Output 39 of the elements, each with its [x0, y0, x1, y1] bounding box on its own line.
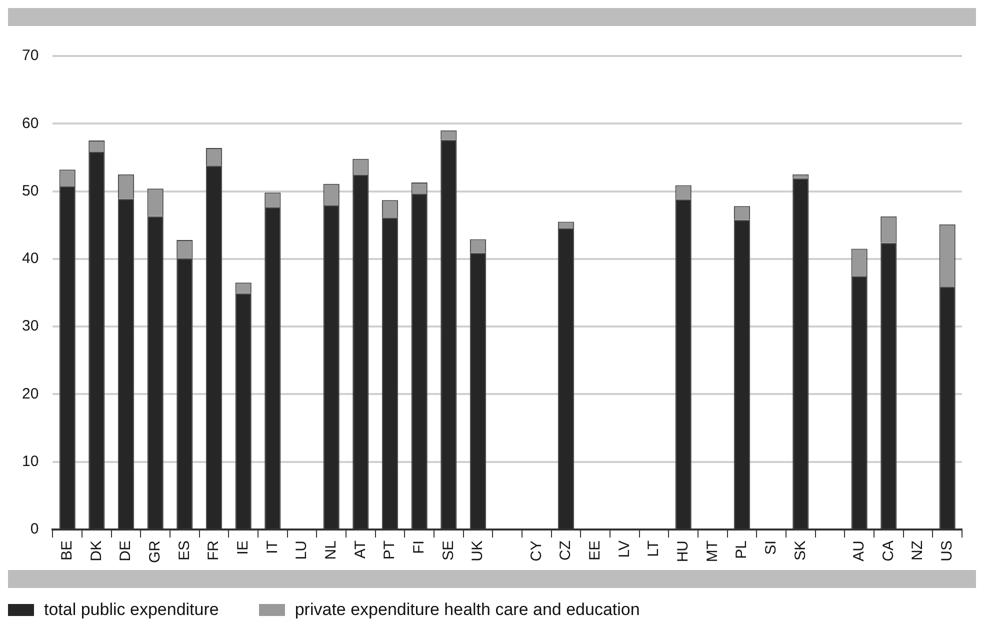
x-tick-label: AT	[352, 540, 369, 559]
x-tick-label: SE	[440, 540, 457, 561]
x-tick-label: CY	[528, 540, 545, 562]
x-tick-label: UK	[469, 540, 486, 562]
x-tick-label: DE	[117, 540, 134, 562]
x-tick-label: LU	[293, 540, 310, 560]
x-tick-label: DK	[88, 540, 105, 562]
legend-label: total public expenditure	[44, 600, 219, 620]
y-tick-label: 70	[22, 47, 39, 64]
x-tick-label: MT	[704, 540, 721, 562]
y-tick-label: 30	[22, 318, 39, 335]
y-tick-label: 10	[22, 453, 39, 470]
x-tick-label: IE	[234, 540, 252, 555]
x-tick-label: SI	[762, 540, 780, 555]
x-tick-label: HU	[674, 540, 692, 562]
x-tick-label: CZ	[557, 540, 574, 560]
legend-label: private expenditure health care and education	[294, 600, 640, 620]
x-tick-label: FI	[410, 540, 428, 554]
x-tick-label: IT	[264, 540, 281, 554]
y-tick-label: 50	[22, 182, 39, 200]
x-tick-label: CA	[880, 540, 897, 562]
x-tick-label: NZ	[909, 540, 926, 560]
x-tick-label: GR	[146, 540, 164, 563]
x-tick-label: LT	[645, 540, 662, 557]
x-tick-label: BE	[58, 540, 76, 561]
x-tick-label: NL	[322, 540, 340, 560]
y-tick-label: 60	[22, 114, 39, 132]
x-tick-label: PL	[733, 540, 750, 559]
x-tick-label: LV	[616, 540, 633, 558]
y-tick-label: 0	[30, 520, 39, 538]
x-tick-label: ES	[176, 540, 193, 561]
x-tick-label: PT	[381, 540, 398, 560]
x-tick-label: EE	[586, 540, 604, 561]
x-tick-label: US	[938, 540, 956, 562]
y-tick-label: 20	[22, 385, 39, 402]
x-tick-label: FR	[205, 540, 222, 560]
x-tick-label: AU	[850, 540, 868, 562]
y-tick-label: 40	[22, 250, 39, 268]
x-tick-label: SK	[792, 540, 809, 561]
